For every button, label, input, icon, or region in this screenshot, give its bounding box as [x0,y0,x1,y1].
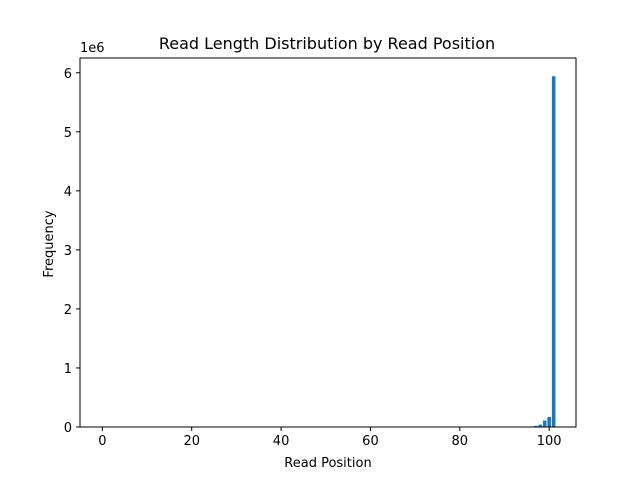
chart-title: Read Length Distribution by Read Positio… [159,34,495,53]
y-tick-label: 5 [64,126,72,141]
y-tick-label: 6 [64,67,72,82]
y-tick-label: 3 [64,244,72,259]
bars-group [529,76,556,428]
bar [538,424,543,427]
y-axis-ticks: 0 1 2 3 4 5 6 [64,67,80,436]
y-axis-offset-label: 1e6 [80,41,105,56]
x-tick-label: 80 [452,434,469,449]
x-tick-label: 20 [183,434,200,449]
x-axis-label: Read Position [284,456,371,471]
bar [551,76,556,427]
plot-frame [79,57,577,428]
y-tick-label: 0 [64,421,72,436]
bar [542,420,547,427]
bar [547,416,551,427]
y-tick-label: 2 [64,303,72,318]
y-axis-label: Frequency [42,210,57,277]
x-axis-ticks: 0 20 40 60 80 100 [98,427,562,449]
y-tick-label: 1 [64,362,72,377]
x-tick-label: 0 [98,434,106,449]
bar [533,425,538,427]
y-tick-label: 4 [64,185,72,200]
x-tick-label: 100 [537,434,562,449]
x-tick-label: 60 [362,434,379,449]
x-tick-label: 40 [273,434,290,449]
